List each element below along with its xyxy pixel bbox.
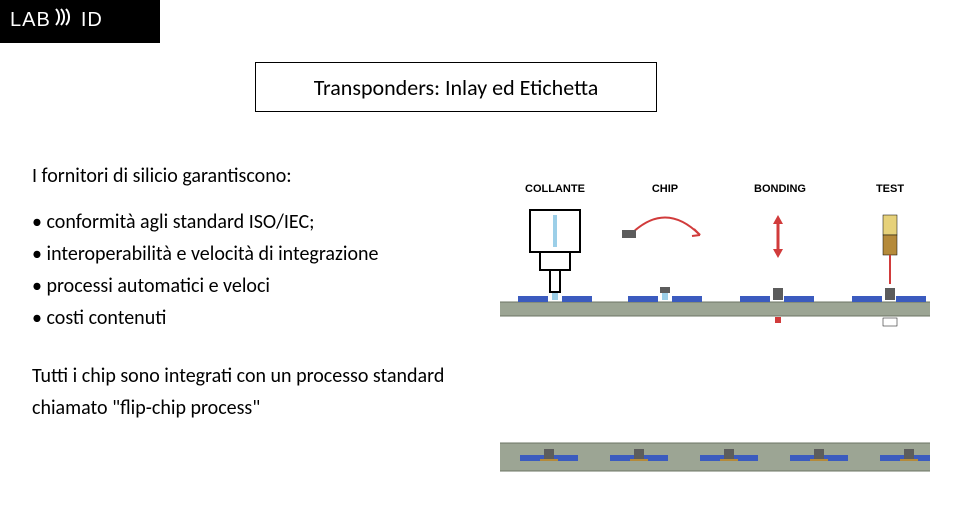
- list-item: costi contenuti: [32, 302, 452, 334]
- bullet-list: conformità agli standard ISO/IEC; intero…: [32, 206, 452, 334]
- stage-chip-icon: [622, 218, 702, 303]
- logo-id: ID: [81, 9, 103, 32]
- outro-text: Tutti i chip sono integrati con un proce…: [32, 360, 452, 424]
- stage-collante-icon: [518, 210, 592, 302]
- stage-label-3: BONDING: [754, 183, 806, 195]
- logo: LAB ID: [10, 7, 103, 33]
- logo-rfid-arcs-icon: [53, 7, 79, 33]
- list-item: conformità agli standard ISO/IEC;: [32, 206, 452, 238]
- inlay-strip-diagram: [500, 425, 930, 485]
- stage-label-2: CHIP: [652, 183, 678, 195]
- header-underline: [0, 40, 160, 43]
- body-text: I fornitori di silicio garantiscono: con…: [32, 160, 452, 424]
- list-item: processi automatici e veloci: [32, 270, 452, 302]
- intro-line: I fornitori di silicio garantiscono:: [32, 160, 452, 192]
- logo-lab: LAB: [10, 9, 51, 32]
- stage-label-4: TEST: [876, 183, 904, 195]
- slide-title-box: Transponders: Inlay ed Etichetta: [255, 62, 657, 112]
- stage-label-1: COLLANTE: [525, 183, 585, 195]
- slide-title: Transponders: Inlay ed Etichetta: [314, 74, 599, 101]
- header-logo: LAB ID: [0, 0, 160, 40]
- flip-chip-stages-diagram: COLLANTE CHIP BONDING TEST: [500, 180, 930, 330]
- list-item: interoperabilità e velocità di integrazi…: [32, 238, 452, 270]
